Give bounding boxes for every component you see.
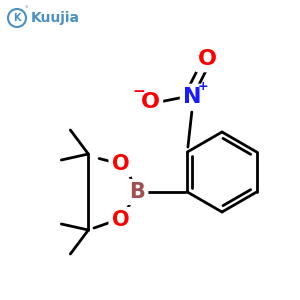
Text: O: O	[198, 49, 217, 69]
Text: B: B	[129, 182, 145, 202]
Text: K: K	[13, 13, 21, 23]
Text: O: O	[112, 210, 129, 230]
Text: −: −	[132, 83, 145, 98]
Text: +: +	[198, 80, 209, 92]
Text: N: N	[183, 87, 202, 107]
Text: Kuujia: Kuujia	[31, 11, 80, 25]
Text: O: O	[112, 154, 129, 174]
Text: °: °	[24, 6, 28, 12]
Text: O: O	[141, 92, 160, 112]
